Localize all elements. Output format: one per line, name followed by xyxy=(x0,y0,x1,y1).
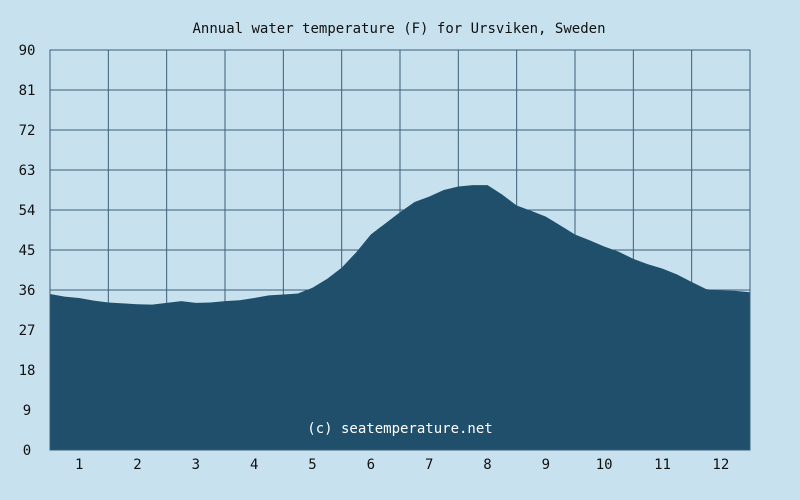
series-area xyxy=(50,185,750,450)
y-tick-label: 27 xyxy=(19,323,36,339)
x-tick-label: 1 xyxy=(75,457,83,473)
x-tick-label: 7 xyxy=(425,457,433,473)
y-tick-label: 9 xyxy=(23,403,31,419)
y-tick-label: 54 xyxy=(19,203,36,219)
x-tick-label: 8 xyxy=(483,457,491,473)
x-tick-label: 6 xyxy=(367,457,375,473)
x-tick-label: 10 xyxy=(596,457,613,473)
y-tick-label: 0 xyxy=(23,443,31,459)
x-tick-label: 12 xyxy=(712,457,729,473)
x-tick-label: 4 xyxy=(250,457,258,473)
y-tick-label: 72 xyxy=(19,123,36,139)
plot-border xyxy=(49,49,751,451)
x-tick-label: 9 xyxy=(542,457,550,473)
x-tick-label: 3 xyxy=(192,457,200,473)
y-tick-label: 36 xyxy=(19,283,36,299)
y-tick-label: 90 xyxy=(19,43,36,59)
y-tick-label: 18 xyxy=(19,363,36,379)
chart-title: Annual water temperature (F) for Ursvike… xyxy=(192,21,605,37)
watermark-text: (c) seatemperature.net xyxy=(307,421,492,437)
x-tick-label: 2 xyxy=(133,457,141,473)
temperature-area xyxy=(50,185,750,450)
y-tick-label: 81 xyxy=(19,83,36,99)
x-tick-label: 11 xyxy=(654,457,671,473)
x-tick-label: 5 xyxy=(308,457,316,473)
y-tick-label: 63 xyxy=(19,163,36,179)
y-tick-label: 45 xyxy=(19,243,36,259)
